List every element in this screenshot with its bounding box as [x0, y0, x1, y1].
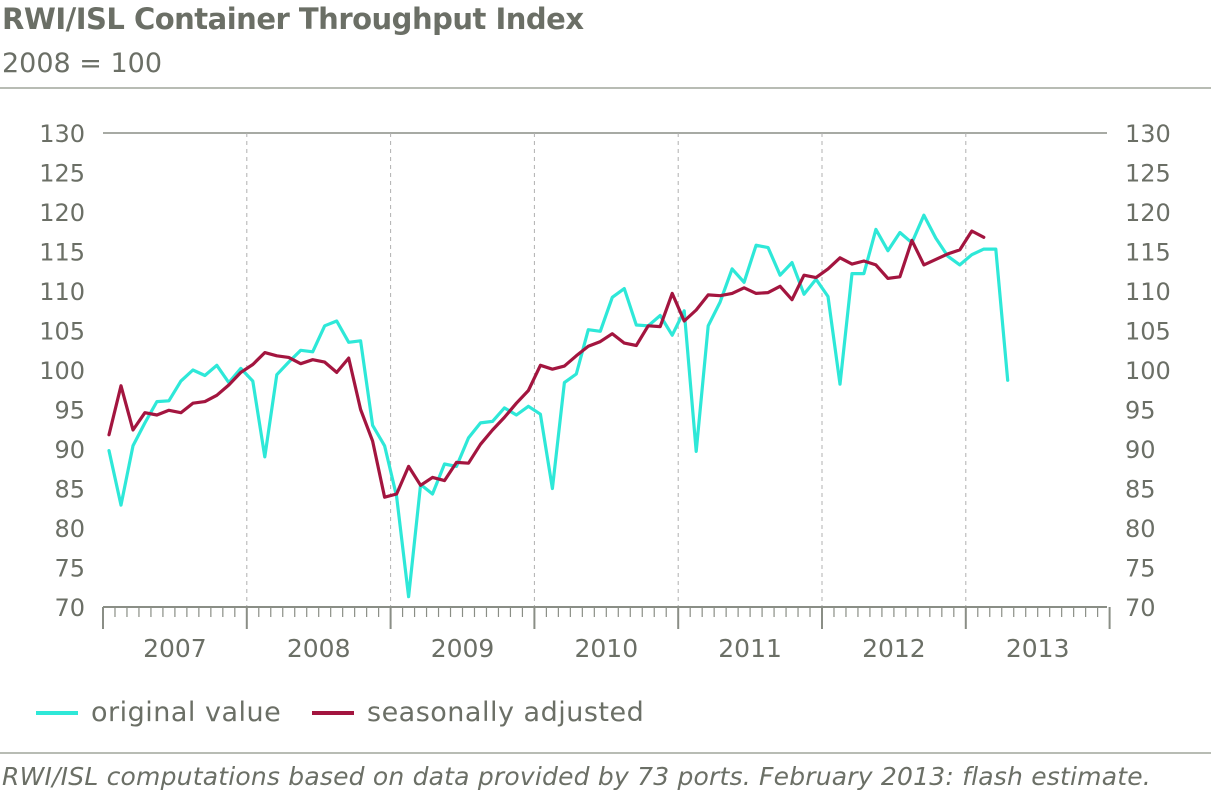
legend-swatch-seasonal: [312, 711, 354, 715]
y-tick-label-right: 90: [1125, 436, 1156, 464]
y-tick-label-left: 130: [39, 120, 85, 148]
y-tick-label-left: 115: [39, 239, 85, 267]
x-year-label: 2007: [143, 634, 207, 663]
y-tick-label-left: 125: [39, 160, 85, 188]
y-tick-label-right: 115: [1125, 239, 1171, 267]
chart-series: [107, 213, 1010, 599]
y-tick-label-left: 95: [54, 397, 85, 425]
line-chart: 130 130 125 125 120 120 115 115 110 110 105 105 100 1…: [39, 120, 1171, 663]
y-tick-label-right: 85: [1125, 476, 1156, 504]
chart-subtitle: 2008 = 100: [2, 48, 163, 79]
y-tick-label-right: 130: [1125, 120, 1171, 148]
y-tick-label-right: 80: [1125, 515, 1156, 543]
y-tick-label-left: 110: [39, 278, 85, 306]
y-tick-label-left: 100: [39, 357, 85, 385]
y-tick-label-left: 105: [39, 318, 85, 346]
y-tick-label-right: 95: [1125, 397, 1156, 425]
legend-label-seasonal: seasonally adjusted: [367, 697, 645, 728]
x-year-label: 2013: [1006, 634, 1070, 663]
top-divider: [0, 87, 1211, 89]
y-tick-label-right: 70: [1125, 594, 1156, 622]
y-tick-label-right: 75: [1125, 555, 1156, 583]
chart-axes: [102, 606, 1111, 629]
y-tick-label-left: 80: [54, 515, 85, 543]
chart-footnote: RWI/ISL computations based on data provi…: [2, 762, 1151, 791]
y-tick-label-left: 90: [54, 436, 85, 464]
chart-labels: 130 130 125 125 120 120 115 115 110 110 105 105 100 1…: [39, 120, 1171, 663]
y-tick-label-right: 100: [1125, 357, 1171, 385]
y-tick-label-right: 110: [1125, 278, 1171, 306]
x-year-label: 2009: [431, 634, 495, 663]
y-tick-label-right: 125: [1125, 160, 1171, 188]
chart-grid: [103, 132, 1107, 607]
bottom-divider: [0, 752, 1211, 754]
series-line-seasonal: [107, 229, 986, 499]
x-year-label: 2011: [718, 634, 782, 663]
x-year-label: 2008: [287, 634, 351, 663]
legend-label-original: original value: [91, 697, 282, 728]
y-tick-label-left: 120: [39, 199, 85, 227]
y-tick-label-right: 120: [1125, 199, 1171, 227]
x-year-label: 2010: [574, 634, 638, 663]
y-tick-label-left: 85: [54, 476, 85, 504]
y-tick-label-left: 70: [54, 594, 85, 622]
y-tick-label-right: 105: [1125, 318, 1171, 346]
legend-swatch-original: [36, 711, 78, 715]
x-year-label: 2012: [862, 634, 926, 663]
series-line-original: [107, 213, 1010, 599]
chart-title: RWI/ISL Container Throughput Index: [2, 2, 584, 36]
y-tick-label-left: 75: [54, 555, 85, 583]
